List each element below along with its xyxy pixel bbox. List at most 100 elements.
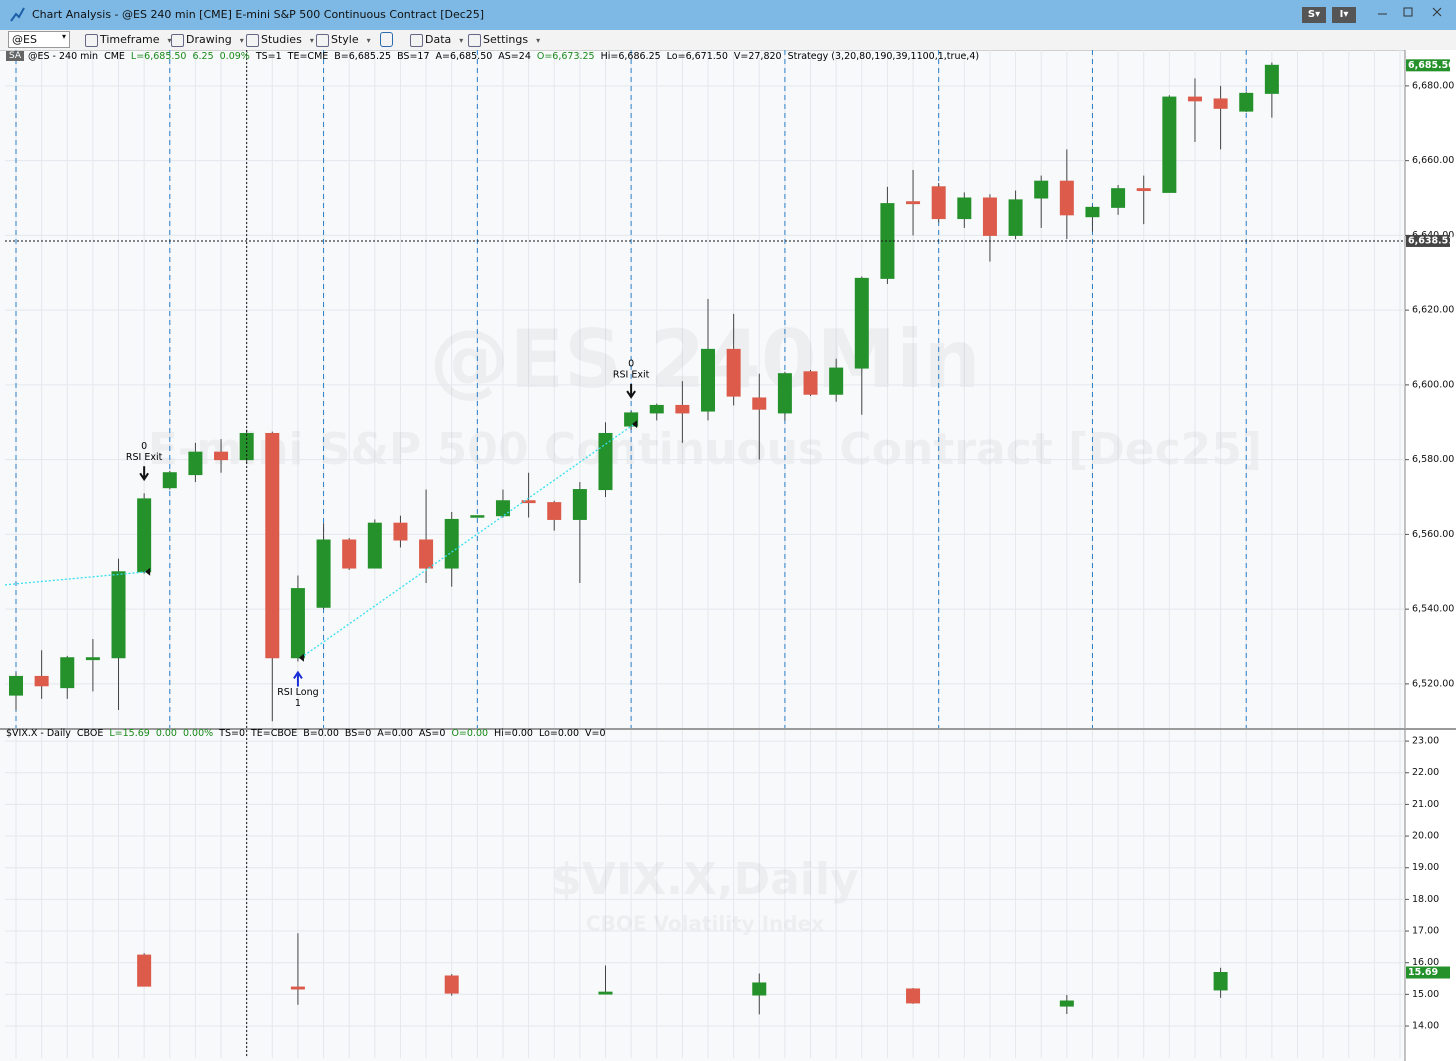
toolbar-button[interactable]: Settings ▾: [468, 33, 540, 47]
info-item: Hi=0.00: [494, 728, 533, 739]
watermark-subtitle: E-mini S&P 500 Continuous Contract [Dec2…: [148, 424, 1262, 475]
close[interactable]: [1432, 7, 1442, 17]
toolbar-icon: [171, 34, 184, 47]
candle-body: [1162, 96, 1177, 193]
signal-arrow: [293, 670, 303, 687]
toolbar-icon: [316, 34, 329, 47]
last-price-label: 15.69: [1408, 967, 1438, 978]
last-price-box: [1406, 59, 1450, 72]
candle-body: [1213, 972, 1228, 991]
toolbar-button[interactable]: Timeframe ▾: [85, 33, 172, 47]
candle-body: [85, 657, 100, 661]
toolbar-label: Settings: [483, 33, 529, 46]
axis-background: [1405, 50, 1456, 1061]
crosshair-label: 6,638.51: [1408, 235, 1455, 246]
toolbar-button[interactable]: Studies ▾: [246, 33, 314, 47]
info-item: Strategy (3,20,80,190,39,1100,1,true,4): [787, 51, 980, 62]
candle-body: [137, 954, 152, 987]
toolbar-button[interactable]: Data ▾: [410, 33, 463, 47]
i-button-label: I: [1339, 9, 1344, 20]
last-price-label: 6,685.50: [1408, 60, 1455, 71]
vix-info-bar: $VIX.X - Daily CBOE L=15.69 0.00 0.00% TS=0 TE…: [6, 728, 612, 739]
crosshair-box: [1406, 234, 1450, 247]
pane: $VIX.X,Daily CBOE Volatility Index 14.00 15…: [5, 730, 1450, 1058]
candle-body: [470, 515, 485, 518]
candle-body: [752, 982, 767, 996]
dropdown-arrow: ▾: [239, 36, 244, 45]
signal-qty: 0: [141, 441, 147, 452]
candle-body: [495, 500, 510, 517]
info-item: Hi=6,686.25: [600, 51, 661, 62]
signal-label: RSI Exit: [613, 370, 650, 381]
app-icon: [10, 7, 25, 22]
info-item: $VIX.X - Daily: [6, 728, 71, 739]
candle-body: [701, 348, 716, 412]
info-item: O=6,673.25: [536, 51, 595, 62]
candle-body: [342, 539, 357, 569]
info-item: BS=17: [397, 51, 430, 62]
candle-body: [1085, 206, 1100, 218]
signal-marker: [145, 567, 151, 576]
candle-body: [214, 451, 229, 461]
candle-body: [137, 498, 152, 573]
info-item: BS=0: [344, 728, 372, 739]
candle-body: [60, 657, 75, 689]
y-tick-label: 22.00: [1412, 767, 1439, 778]
candle-body: [111, 571, 126, 659]
candle-body: [1239, 92, 1254, 112]
candle-body: [316, 539, 331, 608]
toolbar-label: Timeframe: [100, 33, 160, 46]
candle-body: [1034, 180, 1049, 199]
candle-body: [367, 522, 382, 569]
candle-body: [1136, 188, 1151, 192]
candle-body: [290, 986, 305, 990]
candle-body: [34, 675, 49, 687]
candle-body: [393, 522, 408, 541]
candle-body: [265, 432, 280, 659]
signal-qty: 0: [628, 359, 634, 370]
maximize[interactable]: [1403, 7, 1413, 17]
symbol-badge: SA: [6, 51, 25, 61]
watermark: $VIX.X,Daily: [551, 854, 858, 905]
i-button[interactable]: I▾: [1332, 7, 1356, 23]
candle-body: [1111, 188, 1126, 208]
symbol-box[interactable]: @ES ▾: [8, 31, 70, 48]
info-item: V=0: [585, 728, 606, 739]
signal-label: RSI Exit: [126, 452, 163, 463]
signal-arrow: [626, 384, 636, 399]
candle-body: [572, 489, 587, 520]
y-tick-label: 14.00: [1412, 1021, 1439, 1032]
info-item: TE=CME: [287, 51, 329, 62]
y-tick-label: 6,660.00: [1412, 155, 1454, 166]
info-item: 0.09%: [219, 51, 250, 62]
info-item: AS=0: [418, 728, 446, 739]
layout-icon[interactable]: [380, 32, 393, 47]
s-button-label: S: [1307, 9, 1316, 20]
candle-body: [982, 197, 997, 236]
s-button[interactable]: S▾: [1302, 7, 1326, 23]
toolbar-button[interactable]: Drawing ▾: [171, 33, 244, 47]
toolbar-icon: [410, 34, 423, 47]
candle-body: [1213, 98, 1228, 109]
y-tick-label: 20.00: [1412, 831, 1439, 842]
toolbar-label: Data: [425, 33, 452, 46]
candle-body: [598, 432, 613, 491]
signal-qty: 1: [295, 698, 301, 709]
y-tick-label: 21.00: [1412, 799, 1439, 810]
info-item: O=0.00: [451, 728, 489, 739]
candle-body: [777, 373, 792, 414]
info-item: @ES - 240 min: [28, 51, 99, 62]
candle-body: [1264, 64, 1279, 94]
candle-body: [1187, 96, 1202, 102]
candle-body: [675, 404, 690, 414]
toolbar-button[interactable]: Style ▾: [316, 33, 371, 47]
info-item: CBOE: [76, 728, 104, 739]
info-item: L=15.69: [109, 728, 150, 739]
info-item: TS=0: [219, 728, 245, 739]
candle-body: [957, 197, 972, 220]
y-tick-label: 17.00: [1412, 926, 1439, 937]
info-item: CME: [104, 51, 125, 62]
